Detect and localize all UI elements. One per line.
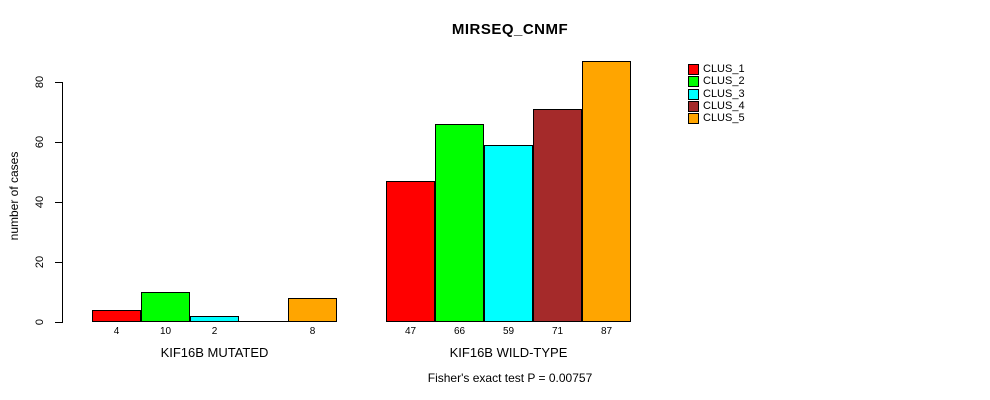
legend-label: CLUS_5 (703, 112, 745, 125)
group-label: KIF16B WILD-TYPE (449, 345, 568, 360)
bar (141, 292, 190, 322)
y-axis-line (62, 82, 63, 323)
y-axis-label: number of cases (7, 151, 21, 241)
chart-title: MIRSEQ_CNMF (451, 21, 569, 38)
y-axis-tick-label: 60 (34, 135, 46, 149)
legend-swatch (688, 113, 699, 125)
bar-value-label: 66 (453, 326, 466, 337)
bar-value-label: 59 (502, 326, 515, 337)
y-axis-tick (55, 322, 62, 323)
legend-label: CLUS_1 (703, 63, 745, 75)
bar (435, 124, 484, 322)
y-axis-tick (55, 82, 62, 83)
legend-label: CLUS_4 (703, 99, 745, 112)
bar (484, 145, 533, 322)
bar-value-label: 47 (404, 326, 417, 337)
y-axis-tick-label: 80 (34, 75, 46, 89)
bar (239, 321, 288, 322)
legend-swatch (688, 76, 699, 88)
legend-label: CLUS_2 (703, 75, 745, 88)
y-axis-tick-label: 20 (34, 255, 46, 269)
legend-swatch (688, 88, 699, 100)
bar-value-label: 87 (600, 326, 613, 337)
group-label: KIF16B MUTATED (160, 345, 269, 360)
legend-label: CLUS_3 (703, 87, 745, 100)
y-axis-tick (55, 262, 62, 263)
y-axis-tick (55, 202, 62, 203)
bar-value-label: 2 (211, 326, 218, 337)
bar (288, 298, 337, 322)
bar (92, 310, 141, 322)
bar (533, 109, 582, 322)
bar-value-label: 10 (159, 326, 172, 337)
bar-value-label: 71 (551, 326, 564, 337)
bar-value-label: 4 (113, 326, 120, 337)
legend-swatch (688, 64, 699, 75)
bar (386, 181, 435, 322)
bar-value-label: 8 (309, 326, 316, 337)
y-axis-tick-label: 0 (34, 318, 46, 326)
y-axis-tick (55, 142, 62, 143)
y-axis-tick-label: 40 (34, 195, 46, 209)
fisher-test-annotation: Fisher's exact test P = 0.00757 (427, 371, 593, 385)
legend-swatch (688, 100, 699, 112)
bar (190, 316, 239, 322)
bar (582, 61, 631, 322)
